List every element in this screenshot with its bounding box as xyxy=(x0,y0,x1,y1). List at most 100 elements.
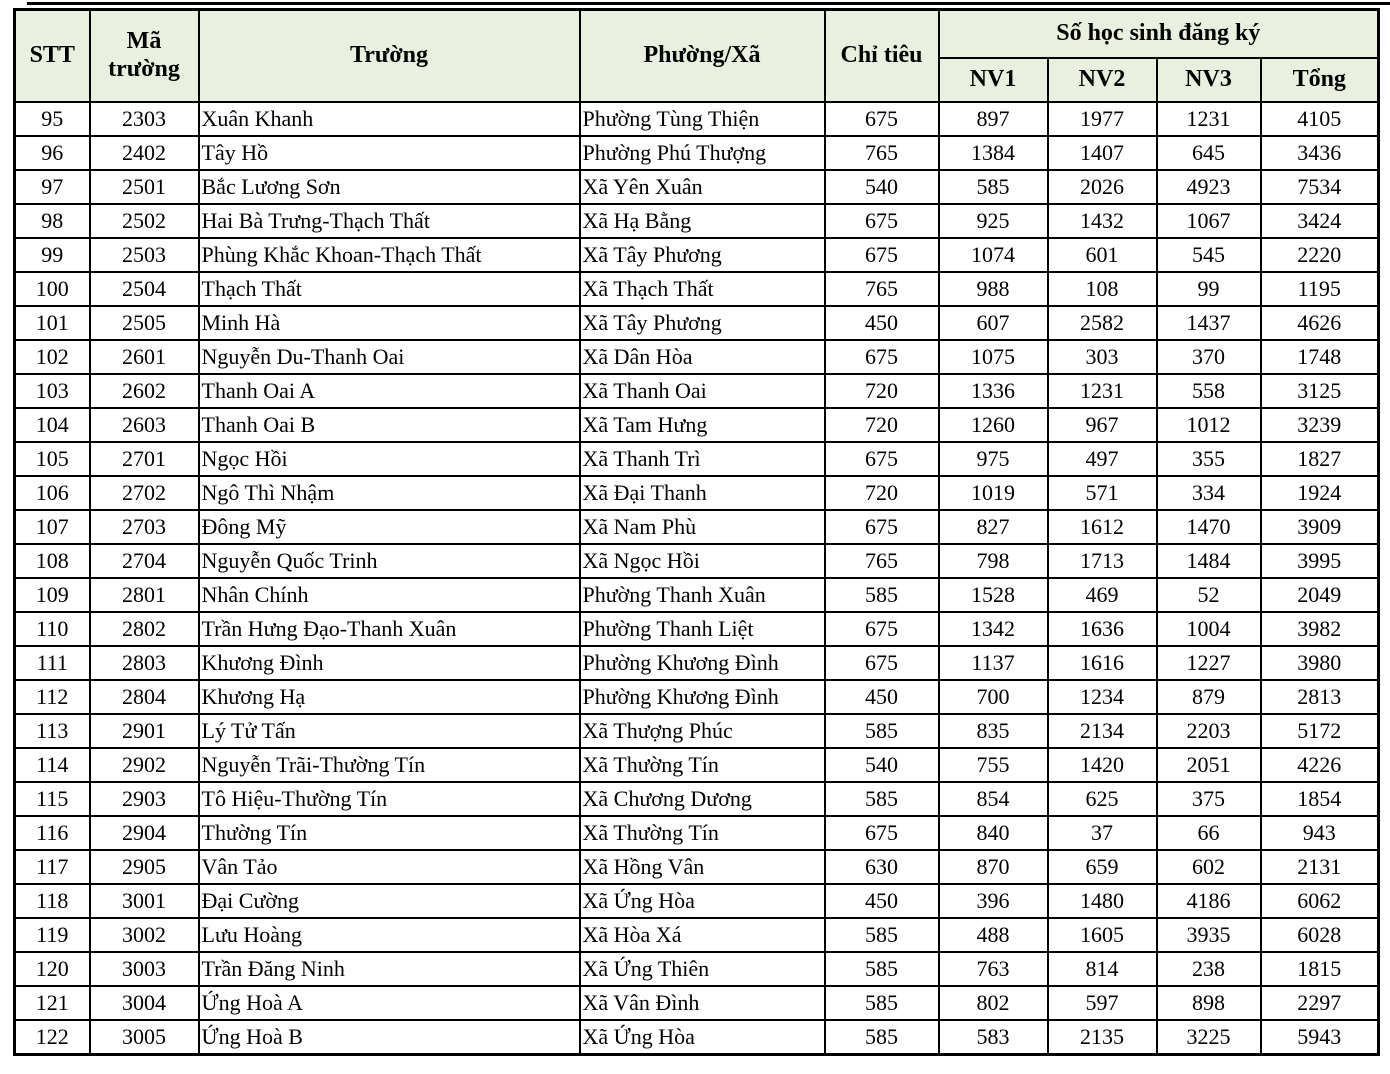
cell-nv3: 370 xyxy=(1155,339,1262,375)
cell-chi-tieu: 765 xyxy=(823,135,940,171)
cell-phuong-xa: Xã Ứng Hòa xyxy=(578,883,826,919)
cell-nv3: 879 xyxy=(1155,679,1262,715)
col-header-nv2: NV2 xyxy=(1046,57,1158,103)
table-row: 112 2804 Khương Hạ Phường Khương Đình 450 700… xyxy=(13,679,1380,715)
cell-chi-tieu: 450 xyxy=(823,679,940,715)
cell-phuong-xa: Xã Ứng Hòa xyxy=(578,1019,826,1056)
cell-truong: Vân Tảo xyxy=(197,849,581,885)
cell-stt: 95 xyxy=(13,101,91,137)
cell-stt: 117 xyxy=(13,849,91,885)
cell-nv1: 870 xyxy=(937,849,1049,885)
cell-nv3: 1012 xyxy=(1155,407,1262,443)
cell-truong: Minh Hà xyxy=(197,305,581,341)
cell-tong: 5172 xyxy=(1259,713,1380,749)
cell-ma-truong: 2602 xyxy=(88,373,200,409)
cell-nv3: 3935 xyxy=(1155,917,1262,953)
cell-ma-truong: 2601 xyxy=(88,339,200,375)
cut-off-border-line xyxy=(27,2,1390,5)
table-row: 109 2801 Nhân Chính Phường Thanh Xuân 585 152… xyxy=(13,577,1380,613)
cell-nv3: 99 xyxy=(1155,271,1262,307)
cell-phuong-xa: Xã Tây Phương xyxy=(578,237,826,273)
table-row: 110 2802 Trần Hưng Đạo-Thanh Xuân Phường Th… xyxy=(13,611,1380,647)
enrollment-table: STT Mã trường Trường Phường/Xã Chỉ tiêu … xyxy=(13,8,1381,1056)
table-row: 106 2702 Ngô Thì Nhậm Xã Đại Thanh 720 1019 57… xyxy=(13,475,1380,511)
cell-nv2: 601 xyxy=(1046,237,1158,273)
cell-truong: Ngô Thì Nhậm xyxy=(197,475,581,511)
cell-nv1: 854 xyxy=(937,781,1049,817)
cell-chi-tieu: 585 xyxy=(823,917,940,953)
cell-nv2: 571 xyxy=(1046,475,1158,511)
cell-nv2: 1636 xyxy=(1046,611,1158,647)
cell-chi-tieu: 450 xyxy=(823,305,940,341)
table-row: 120 3003 Trần Đăng Ninh Xã Ứng Thiên 585 763 8… xyxy=(13,951,1380,987)
cell-ma-truong: 3004 xyxy=(88,985,200,1021)
cell-nv2: 469 xyxy=(1046,577,1158,613)
cell-nv2: 303 xyxy=(1046,339,1158,375)
cell-stt: 102 xyxy=(13,339,91,375)
cell-stt: 100 xyxy=(13,271,91,307)
cell-nv2: 1480 xyxy=(1046,883,1158,919)
cell-phuong-xa: Xã Chương Dương xyxy=(578,781,826,817)
table-row: 97 2501 Bắc Lương Sơn Xã Yên Xuân 540 585 2026… xyxy=(13,169,1380,205)
cell-truong: Khương Đình xyxy=(197,645,581,681)
cell-phuong-xa: Xã Thường Tín xyxy=(578,815,826,851)
cell-truong: Nhân Chính xyxy=(197,577,581,613)
cell-phuong-xa: Phường Khương Đình xyxy=(578,679,826,715)
cell-phuong-xa: Xã Thanh Oai xyxy=(578,373,826,409)
cell-nv1: 1075 xyxy=(937,339,1049,375)
cell-truong: Đông Mỹ xyxy=(197,509,581,545)
cell-ma-truong: 3001 xyxy=(88,883,200,919)
cell-ma-truong: 2804 xyxy=(88,679,200,715)
cell-chi-tieu: 675 xyxy=(823,441,940,477)
cell-tong: 1854 xyxy=(1259,781,1380,817)
cell-phuong-xa: Xã Tây Phương xyxy=(578,305,826,341)
cell-chi-tieu: 765 xyxy=(823,271,940,307)
cell-nv1: 925 xyxy=(937,203,1049,239)
cell-nv1: 1528 xyxy=(937,577,1049,613)
cell-nv1: 700 xyxy=(937,679,1049,715)
cell-ma-truong: 3002 xyxy=(88,917,200,953)
table-row: 96 2402 Tây Hồ Phường Phú Thượng 765 1384 1407… xyxy=(13,135,1380,171)
cell-ma-truong: 2903 xyxy=(88,781,200,817)
cell-stt: 110 xyxy=(13,611,91,647)
cell-nv2: 625 xyxy=(1046,781,1158,817)
table-row: 115 2903 Tô Hiệu-Thường Tín Xã Chương Dương… xyxy=(13,781,1380,817)
cell-tong: 6028 xyxy=(1259,917,1380,953)
cell-nv2: 2135 xyxy=(1046,1019,1158,1056)
table-row: 102 2601 Nguyễn Du-Thanh Oai Xã Dân Hòa 675 1… xyxy=(13,339,1380,375)
cell-nv2: 2026 xyxy=(1046,169,1158,205)
col-header-truong: Trường xyxy=(197,8,581,103)
table-header: STT Mã trường Trường Phường/Xã Chỉ tiêu … xyxy=(13,8,1380,103)
cell-nv1: 897 xyxy=(937,101,1049,137)
cell-tong: 1924 xyxy=(1259,475,1380,511)
cell-nv3: 238 xyxy=(1155,951,1262,987)
cell-stt: 97 xyxy=(13,169,91,205)
cell-nv3: 645 xyxy=(1155,135,1262,171)
cell-nv1: 798 xyxy=(937,543,1049,579)
cell-stt: 99 xyxy=(13,237,91,273)
cell-ma-truong: 2901 xyxy=(88,713,200,749)
cell-chi-tieu: 585 xyxy=(823,781,940,817)
cell-nv1: 975 xyxy=(937,441,1049,477)
cell-phuong-xa: Xã Thạch Thất xyxy=(578,271,826,307)
cell-nv2: 597 xyxy=(1046,985,1158,1021)
cell-tong: 4226 xyxy=(1259,747,1380,783)
cell-nv2: 659 xyxy=(1046,849,1158,885)
table-row: 116 2904 Thường Tín Xã Thường Tín 675 840 37 66… xyxy=(13,815,1380,851)
cell-nv1: 1342 xyxy=(937,611,1049,647)
cell-chi-tieu: 675 xyxy=(823,203,940,239)
cell-truong: Khương Hạ xyxy=(197,679,581,715)
cell-nv2: 2582 xyxy=(1046,305,1158,341)
cell-stt: 114 xyxy=(13,747,91,783)
cell-phuong-xa: Xã Thường Tín xyxy=(578,747,826,783)
cell-tong: 1827 xyxy=(1259,441,1380,477)
cell-truong: Trần Đăng Ninh xyxy=(197,951,581,987)
cell-tong: 3980 xyxy=(1259,645,1380,681)
cell-chi-tieu: 720 xyxy=(823,373,940,409)
cell-stt: 103 xyxy=(13,373,91,409)
cell-nv3: 898 xyxy=(1155,985,1262,1021)
cell-nv3: 66 xyxy=(1155,815,1262,851)
cell-tong: 2220 xyxy=(1259,237,1380,273)
cell-phuong-xa: Phường Thanh Xuân xyxy=(578,577,826,613)
cell-truong: Phùng Khắc Khoan-Thạch Thất xyxy=(197,237,581,273)
